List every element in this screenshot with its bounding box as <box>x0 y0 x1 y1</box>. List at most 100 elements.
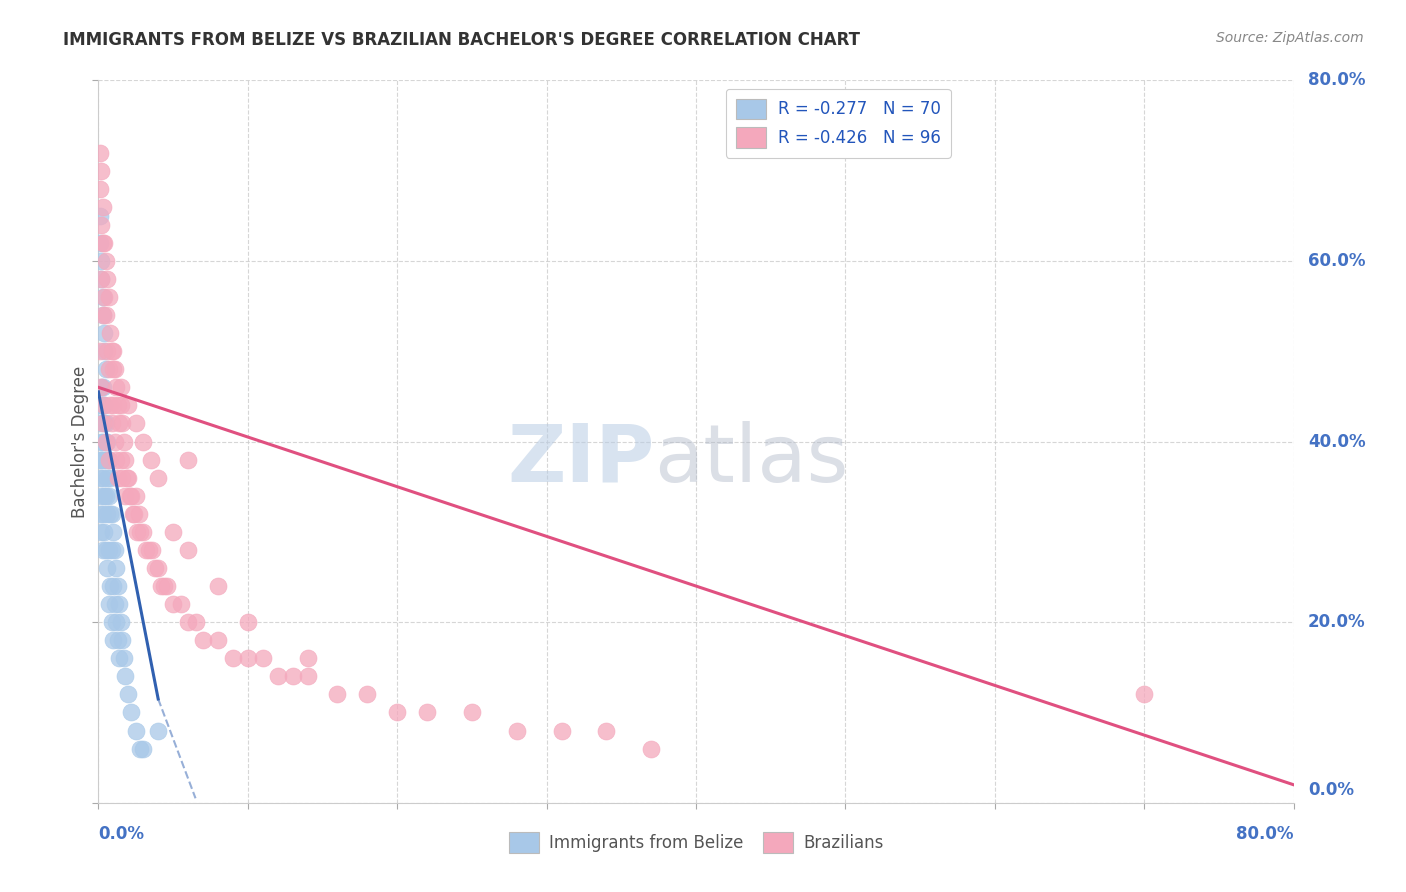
Point <box>107 633 129 648</box>
Point <box>125 489 148 503</box>
Point <box>177 452 200 467</box>
Point <box>107 579 129 593</box>
Point <box>461 706 484 720</box>
Point <box>93 290 115 304</box>
Point <box>103 633 125 648</box>
Point <box>96 272 118 286</box>
Point <box>90 452 112 467</box>
Point <box>94 489 117 503</box>
Point <box>91 434 114 449</box>
Point <box>236 615 259 630</box>
Point <box>91 507 114 521</box>
Point <box>117 471 139 485</box>
Point <box>98 579 122 593</box>
Point <box>97 362 120 376</box>
Point <box>97 489 120 503</box>
Point <box>97 452 120 467</box>
Point <box>148 471 170 485</box>
Text: IMMIGRANTS FROM BELIZE VS BRAZILIAN BACHELOR'S DEGREE CORRELATION CHART: IMMIGRANTS FROM BELIZE VS BRAZILIAN BACH… <box>63 31 860 49</box>
Point <box>93 235 115 250</box>
Point <box>150 579 173 593</box>
Point <box>91 308 114 322</box>
Legend: Immigrants from Belize, Brazilians: Immigrants from Belize, Brazilians <box>502 826 890 860</box>
Point <box>97 452 120 467</box>
Point <box>156 579 179 593</box>
Point <box>118 489 141 503</box>
Text: 40.0%: 40.0% <box>1308 433 1365 450</box>
Point <box>91 471 114 485</box>
Point <box>89 209 111 223</box>
Point <box>103 398 125 412</box>
Point <box>153 579 176 593</box>
Point <box>108 417 131 431</box>
Point <box>94 417 117 431</box>
Text: 0.0%: 0.0% <box>98 825 145 843</box>
Point <box>89 417 111 431</box>
Point <box>110 452 132 467</box>
Point <box>96 561 118 575</box>
Point <box>96 507 118 521</box>
Point <box>125 723 148 738</box>
Point <box>297 669 319 683</box>
Point <box>101 507 124 521</box>
Point <box>117 398 139 412</box>
Point <box>128 507 150 521</box>
Point <box>110 380 132 394</box>
Point <box>121 507 143 521</box>
Point <box>129 524 152 539</box>
Point <box>93 326 115 340</box>
Point <box>91 542 114 557</box>
Point <box>90 380 112 394</box>
Point <box>90 524 112 539</box>
Point <box>89 452 111 467</box>
Point <box>135 542 157 557</box>
Point <box>120 706 142 720</box>
Point <box>111 417 134 431</box>
Text: 0.0%: 0.0% <box>1308 781 1354 799</box>
Point <box>191 633 214 648</box>
Point <box>640 741 662 756</box>
Point <box>114 489 136 503</box>
Point <box>93 489 115 503</box>
Point <box>115 471 138 485</box>
Point <box>132 434 155 449</box>
Point <box>129 741 152 756</box>
Point <box>89 344 111 359</box>
Point <box>94 362 117 376</box>
Point <box>93 417 115 431</box>
Point <box>90 163 112 178</box>
Point <box>104 362 127 376</box>
Point <box>101 615 124 630</box>
Point <box>595 723 617 738</box>
Point <box>90 398 112 412</box>
Point <box>124 507 146 521</box>
Point <box>98 326 122 340</box>
Point <box>89 471 111 485</box>
Point <box>110 398 132 412</box>
Point <box>127 524 149 539</box>
Point <box>104 597 127 611</box>
Point <box>97 597 120 611</box>
Point <box>112 651 135 665</box>
Point <box>96 471 118 485</box>
Point <box>101 542 124 557</box>
Point <box>108 597 131 611</box>
Point <box>184 615 207 630</box>
Point <box>89 145 111 160</box>
Text: 60.0%: 60.0% <box>1308 252 1365 270</box>
Point <box>108 651 131 665</box>
Point <box>91 398 114 412</box>
Point <box>120 489 142 503</box>
Point <box>98 398 122 412</box>
Point <box>94 254 117 268</box>
Point <box>132 524 155 539</box>
Point <box>98 471 122 485</box>
Text: atlas: atlas <box>654 421 848 499</box>
Point <box>93 452 115 467</box>
Text: Source: ZipAtlas.com: Source: ZipAtlas.com <box>1216 31 1364 45</box>
Point <box>103 524 125 539</box>
Point <box>97 542 120 557</box>
Point <box>104 542 127 557</box>
Point <box>297 651 319 665</box>
Point <box>112 434 135 449</box>
